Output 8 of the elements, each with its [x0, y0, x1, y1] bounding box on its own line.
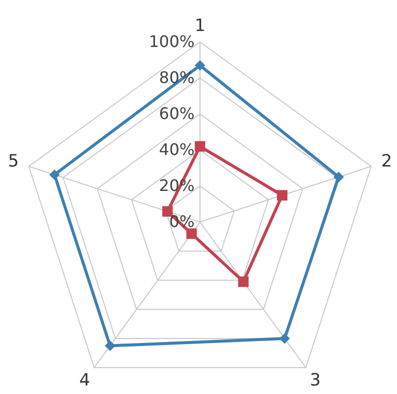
spoke-label: 1 — [194, 16, 206, 36]
y-tick-label: 60% — [159, 104, 195, 123]
spoke-label: 2 — [381, 151, 392, 172]
spoke-label: 3 — [310, 370, 321, 391]
y-tick-label: 40% — [159, 140, 195, 159]
spoke-label: 5 — [8, 151, 19, 172]
y-tick-label: 100% — [148, 32, 195, 51]
spoke-label: 4 — [79, 370, 90, 391]
